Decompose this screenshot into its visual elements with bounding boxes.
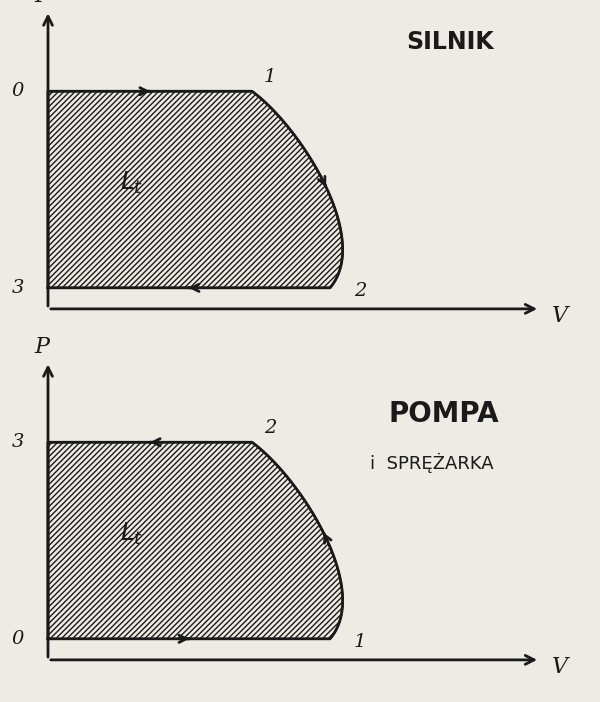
Text: 2: 2 (354, 282, 366, 300)
Text: 0: 0 (12, 630, 24, 648)
Text: 0: 0 (12, 82, 24, 100)
Text: 1: 1 (264, 68, 276, 86)
Text: $L_t$: $L_t$ (121, 169, 143, 196)
Text: $L_t$: $L_t$ (121, 520, 143, 547)
Text: V: V (552, 305, 568, 327)
Text: 3: 3 (12, 279, 24, 297)
Text: V: V (552, 656, 568, 678)
Text: i  SPRĘŻARKA: i SPRĘŻARKA (370, 453, 494, 473)
Text: 3: 3 (12, 433, 24, 451)
Text: 1: 1 (354, 633, 366, 651)
Text: 2: 2 (264, 419, 276, 437)
Text: POMPA: POMPA (389, 400, 499, 428)
Polygon shape (48, 91, 343, 288)
Text: SILNIK: SILNIK (406, 30, 494, 54)
Text: P: P (35, 336, 50, 358)
Text: P: P (35, 0, 50, 7)
Polygon shape (48, 442, 343, 639)
